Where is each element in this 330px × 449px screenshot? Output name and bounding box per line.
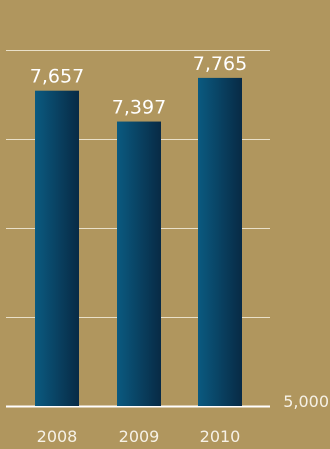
category-label-2008: 2008 <box>37 427 78 446</box>
value-label-2010: 7,765 <box>193 53 247 75</box>
bar-2010 <box>198 77 242 407</box>
category-label-2009: 2009 <box>119 427 160 446</box>
bars <box>35 77 242 407</box>
bar-2008 <box>35 90 79 406</box>
value-label-2008: 7,657 <box>30 66 84 88</box>
category-label-2010: 2010 <box>200 427 241 446</box>
axis-base-label: 5,000 <box>283 392 329 411</box>
bar-2009 <box>117 121 161 406</box>
labels: 7,657 2008 7,397 2009 7,765 2010 5,000 <box>30 53 329 446</box>
value-label-2009: 7,397 <box>112 97 166 119</box>
